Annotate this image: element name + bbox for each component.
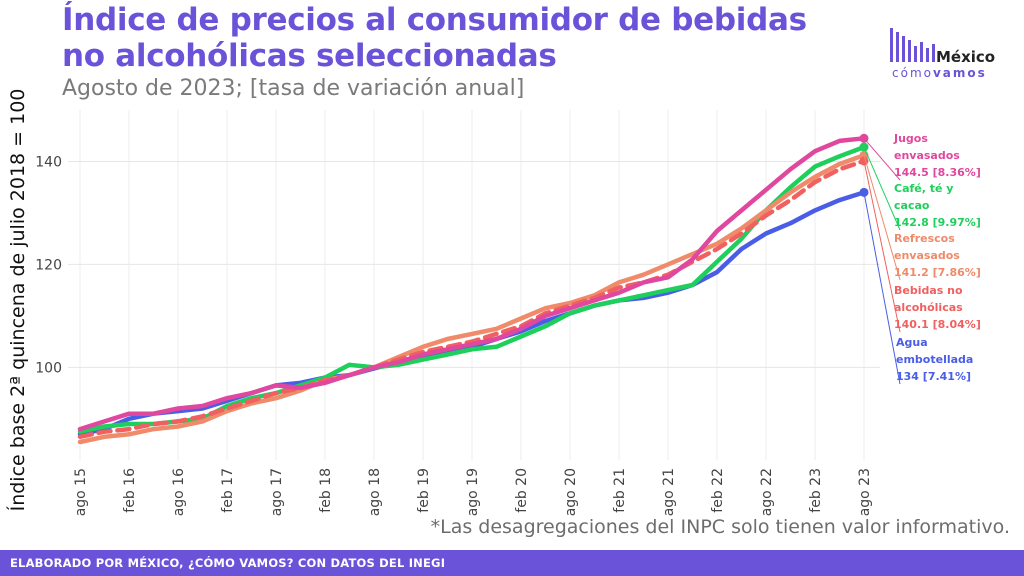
series-label-line: 141.2 [7.86%]: [894, 266, 981, 279]
series-line-bebidas: [77, 158, 867, 440]
x-tick-label: feb 20: [514, 468, 530, 513]
mexico-como-vamos-logo: México cómovamos: [888, 24, 1008, 84]
series-label-line: 142.8 [9.97%]: [894, 216, 981, 229]
series-leader-bebidas: [863, 160, 901, 333]
series-label-line: alcohólicas: [894, 301, 963, 314]
x-tick-label: ago 17: [269, 468, 285, 516]
chart-title: Índice de precios al consumidor de bebid…: [62, 2, 807, 74]
x-tick-label: ago 19: [465, 468, 481, 516]
x-tick-label: ago 22: [759, 468, 775, 516]
series-lines: [77, 133, 869, 445]
series-label-line: Café, té y: [894, 182, 953, 195]
logo-bars-icon: [890, 28, 935, 62]
logo-word: México: [936, 48, 996, 66]
series-label-bebidas: Bebidas no alcohólicas 140.1 [8.04%]: [894, 284, 981, 331]
y-tick-label: 120: [35, 257, 62, 273]
series-leader-jugos: [863, 137, 901, 181]
series-leader-cafe: [863, 146, 901, 231]
series-labels: Agua embotellada 134 [7.41%] Café, té y caca…: [863, 132, 981, 385]
x-tick-label: ago 21: [661, 468, 677, 516]
logo-sub-a: cómo: [892, 66, 933, 80]
series-label-line: envasados: [894, 149, 960, 162]
x-tick-label: ago 20: [563, 468, 579, 516]
series-line-jugos: [77, 136, 867, 432]
x-tick-label: feb 21: [612, 468, 628, 513]
x-tick-label: feb 18: [318, 468, 334, 513]
x-tick-label: feb 22: [710, 468, 726, 513]
series-label-line: Bebidas no: [894, 284, 963, 297]
x-tick-label: feb 19: [416, 468, 432, 513]
y-tick-label: 100: [35, 360, 62, 376]
x-tick-label: feb 23: [808, 468, 824, 513]
x-ticks: ago 15 feb 16 ago 16 feb 17 ago 17 feb 18 ago …: [73, 468, 873, 516]
series-label-cafe: Café, té y cacao 142.8 [9.97%]: [894, 182, 981, 229]
series-line-refrescos: [77, 153, 867, 445]
x-tick-label: feb 17: [220, 468, 236, 513]
series-leader-refrescos: [863, 155, 901, 281]
series-label-line: cacao: [894, 199, 930, 212]
x-tick-label: feb 16: [122, 468, 138, 513]
chart-subtitle: Agosto de 2023; [tasa de variación anual…: [62, 76, 525, 101]
series-leader-agua: [863, 192, 901, 385]
series-label-line: envasados: [894, 249, 960, 262]
footer-bar: ELABORADO POR MÉXICO, ¿CÓMO VAMOS? CON D…: [0, 550, 1024, 576]
series-label-line: 140.1 [8.04%]: [894, 318, 981, 331]
y-ticks: 100 120 140: [35, 154, 62, 376]
series-label-line: 134 [7.41%]: [896, 370, 971, 383]
x-tick-label: ago 18: [367, 468, 383, 516]
series-label-line: Jugos: [893, 132, 928, 145]
logo-subtitle: cómovamos: [892, 66, 987, 80]
x-tick-label: ago 23: [857, 468, 873, 516]
series-label-line: embotellada: [896, 353, 973, 366]
footnote: *Las desagregaciones del INPC solo tiene…: [430, 516, 1010, 538]
series-label-line: Agua: [896, 336, 928, 349]
series-label-line: Refrescos: [894, 232, 955, 245]
y-axis-title: Índice base 2ª quincena de julio 2018 = …: [6, 89, 29, 512]
logo-sub-b: vamos: [932, 66, 987, 80]
series-line-agua: [77, 190, 867, 437]
series-label-line: 144.5 [8.36%]: [894, 166, 981, 179]
footer-credit: ELABORADO POR MÉXICO, ¿CÓMO VAMOS? CON D…: [10, 556, 446, 570]
y-tick-label: 140: [35, 154, 62, 170]
x-tick-label: ago 15: [73, 468, 89, 516]
series-label-jugos: Jugos envasados 144.5 [8.36%]: [893, 132, 981, 179]
chart-grid: [68, 110, 880, 460]
x-tick-label: ago 16: [171, 468, 187, 516]
series-label-refrescos: Refrescos envasados 141.2 [7.86%]: [894, 232, 981, 279]
series-label-agua: Agua embotellada 134 [7.41%]: [896, 336, 973, 383]
